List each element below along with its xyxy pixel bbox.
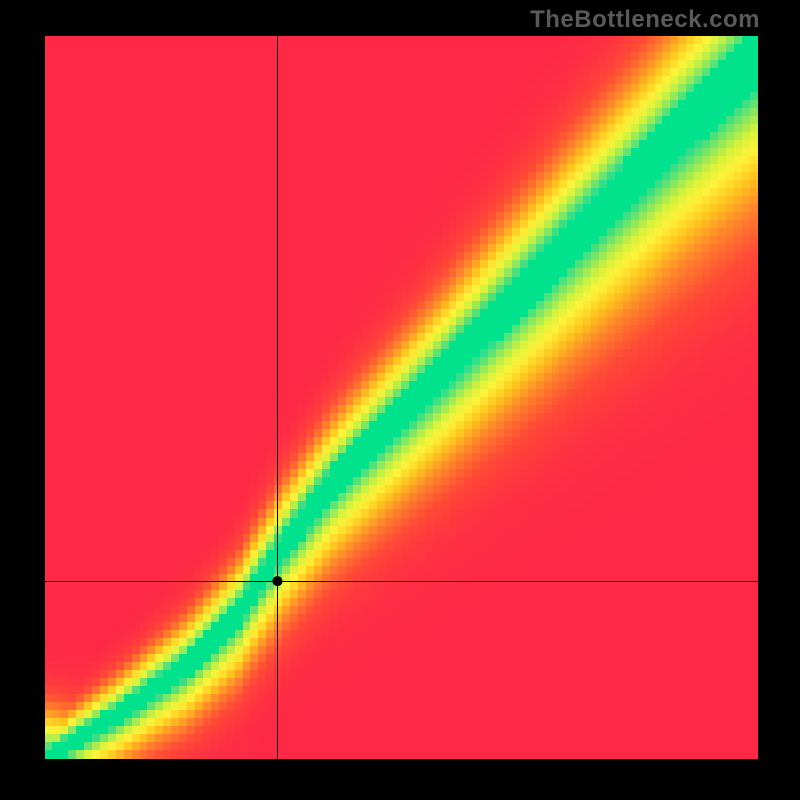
watermark-text: TheBottleneck.com <box>530 6 760 34</box>
chart-container: TheBottleneck.com <box>0 0 800 800</box>
bottleneck-heatmap <box>45 36 758 759</box>
